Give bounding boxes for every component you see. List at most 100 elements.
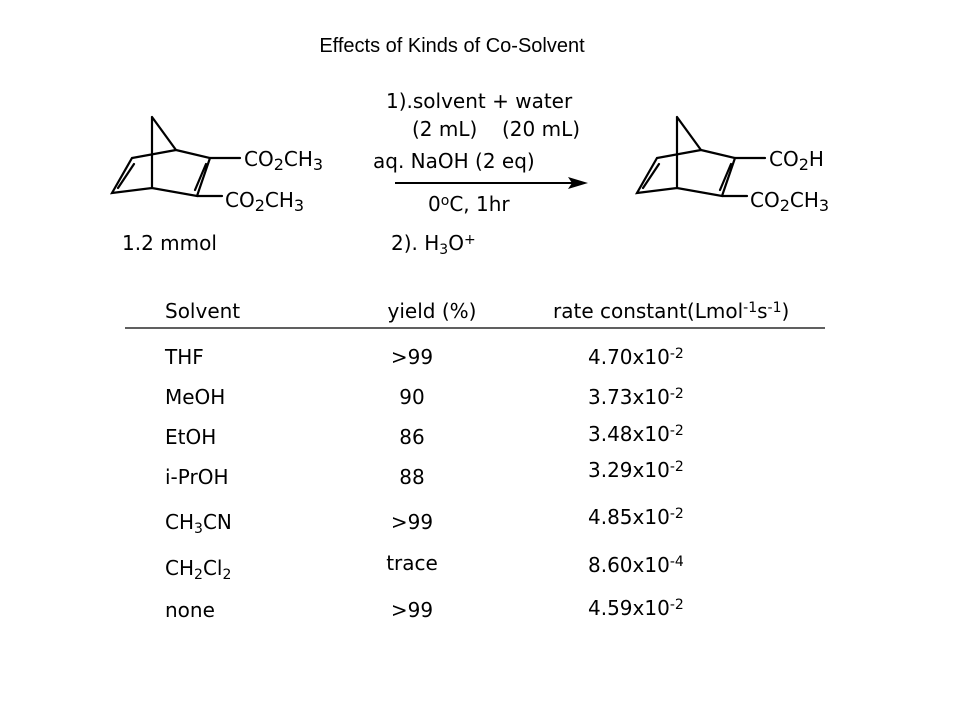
product-structure [634, 115, 767, 198]
supscript: -2 [670, 506, 684, 522]
slide-title: Effects of Kinds of Co-Solvent [319, 35, 585, 57]
text-run: 3.29x10 [588, 458, 670, 482]
table-cell: 3.29x10-2 [588, 458, 684, 482]
supscript: -2 [670, 459, 684, 475]
table-cell: trace [386, 551, 438, 575]
subscript: 2 [274, 155, 284, 174]
table-cell: 3.48x10-2 [588, 422, 684, 446]
text-run: Cl [203, 556, 223, 580]
table-cell: MeOH [165, 385, 225, 409]
subscript: 2 [255, 196, 265, 215]
text-run: CO [750, 188, 780, 212]
supscript: o [441, 193, 450, 209]
text-run: THF [164, 345, 204, 369]
subscript: 2 [799, 155, 809, 174]
text-run: CH [165, 556, 194, 580]
text-run: yield (%) [388, 299, 477, 323]
subscript: 3 [294, 196, 304, 215]
text-run: CH [284, 147, 313, 171]
table-cell: 3.73x10-2 [588, 385, 684, 409]
table-cell: 90 [399, 385, 424, 409]
reactant-amount: 1.2 mmol [122, 231, 217, 255]
reactant-structure [109, 115, 242, 198]
table-cell: 4.85x10-2 [588, 505, 684, 529]
text-run: O [448, 231, 464, 255]
table-cell: CH3CN [165, 510, 232, 537]
text-run: CO [225, 188, 255, 212]
table-header: yield (%) [388, 299, 477, 323]
condition-text: aq. NaOH (2 eq) [373, 149, 535, 173]
text-run: rate constant(Lmol [553, 299, 743, 323]
text-run: s [757, 299, 767, 323]
table-cell: CH2Cl2 [165, 556, 231, 583]
text-run: (20 mL) [502, 117, 580, 141]
text-run: Solvent [165, 299, 240, 323]
text-run: i-PrOH [165, 465, 229, 489]
text-run: none [165, 598, 215, 622]
supscript: + [464, 232, 476, 248]
text-run: ) [782, 299, 790, 323]
text-run: 4.59x10 [588, 596, 670, 620]
supscript: -4 [670, 554, 684, 570]
condition-text: (20 mL) [502, 117, 580, 141]
text-run: 8.60x10 [588, 553, 670, 577]
text-run: CH [165, 510, 194, 534]
text-run: 1).solvent + water [386, 89, 573, 113]
text-run: MeOH [165, 385, 225, 409]
subscript: 2 [222, 567, 231, 583]
supscript: -2 [670, 346, 684, 362]
condition-text: 0oC, 1hr [428, 192, 510, 216]
supscript: -2 [670, 386, 684, 402]
table-cell: none [165, 598, 215, 622]
subscript: 3 [313, 155, 323, 174]
supscript: -2 [670, 423, 684, 439]
text-run: CO [244, 147, 274, 171]
table-cell: THF [164, 345, 204, 369]
text-run: 1.2 mmol [122, 231, 217, 255]
text-run: 3.48x10 [588, 422, 670, 446]
text-run: EtOH [165, 425, 216, 449]
reaction-arrow [395, 177, 588, 189]
table-cell: >99 [391, 598, 433, 622]
text-run: 86 [399, 425, 424, 449]
text-run: CN [203, 510, 232, 534]
text-run: 2). H [391, 231, 439, 255]
subscript: 3 [194, 521, 203, 537]
text-run: (2 mL) [412, 117, 477, 141]
text-run: CH [265, 188, 294, 212]
table-cell: >99 [391, 345, 433, 369]
table-cell: >99 [391, 510, 433, 534]
supscript: -1 [743, 300, 757, 316]
table-cell: EtOH [165, 425, 216, 449]
text-run: trace [386, 551, 438, 575]
table-cell: 8.60x10-4 [588, 553, 684, 577]
text-run: >99 [391, 598, 433, 622]
table-cell: 4.70x10-2 [588, 345, 684, 369]
text-run: >99 [391, 345, 433, 369]
subscript: 2 [194, 567, 203, 583]
text-run: 4.85x10 [588, 505, 670, 529]
table-cell: 88 [399, 465, 424, 489]
table-cell: i-PrOH [165, 465, 229, 489]
text-run: H [809, 147, 824, 171]
subscript: 3 [439, 242, 448, 258]
condition-text: 2). H3O+ [391, 231, 476, 258]
text-run: aq. NaOH (2 eq) [373, 149, 535, 173]
table-cell: 4.59x10-2 [588, 596, 684, 620]
text-run: >99 [391, 510, 433, 534]
text-run: CH [790, 188, 819, 212]
substituent-label: CO2CH3 [750, 188, 829, 215]
subscript: 2 [780, 196, 790, 215]
table-header: Solvent [165, 299, 240, 323]
supscript: -2 [670, 597, 684, 613]
supscript: -1 [768, 300, 782, 316]
substituent-label: CO2H [769, 147, 824, 174]
text-run: C, 1hr [449, 192, 510, 216]
table-cell: 86 [399, 425, 424, 449]
condition-text: (2 mL) [412, 117, 477, 141]
table-header: rate constant(Lmol-1s-1) [553, 299, 789, 323]
text-run: 0 [428, 192, 441, 216]
substituent-label: CO2CH3 [225, 188, 304, 215]
text-run: 88 [399, 465, 424, 489]
